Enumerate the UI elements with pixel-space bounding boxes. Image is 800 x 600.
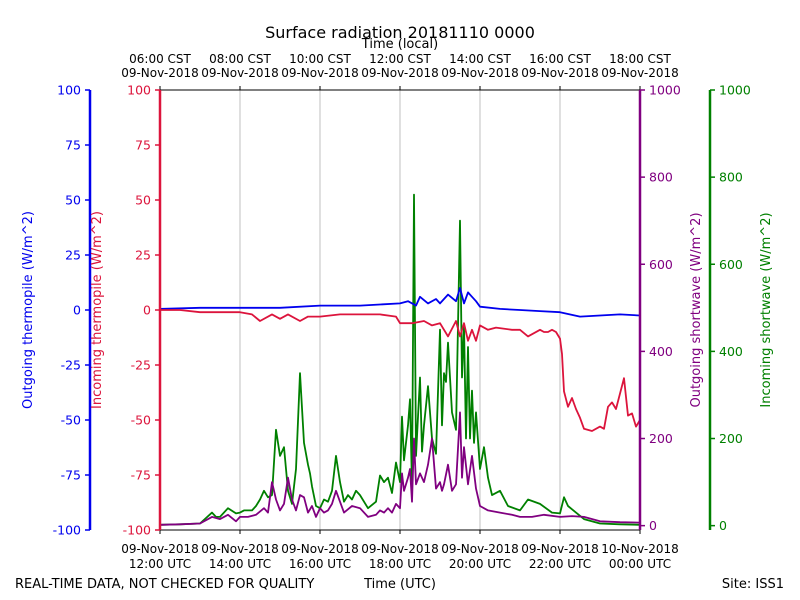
bottom-tick-date: 09-Nov-2018 (201, 542, 279, 556)
y-tick-label: 1000 (649, 83, 681, 98)
y-tick-label: 800 (719, 170, 743, 185)
top-tick-time: 12:00 CST (369, 52, 431, 66)
y-tick-label: 25 (135, 248, 151, 263)
y-tick-label: 0 (73, 303, 81, 318)
bottom-tick-time: 18:00 UTC (369, 557, 431, 571)
y-tick-label: 200 (719, 431, 743, 446)
top-tick-date: 09-Nov-2018 (201, 66, 279, 80)
y-tick-label: 400 (719, 344, 743, 359)
bottom-tick-date: 09-Nov-2018 (121, 542, 199, 556)
bottom-tick-time: 14:00 UTC (209, 557, 271, 571)
y-axis-out-sw: 0 200 400 600 800 1000 Outgoing shortwave (W/m… (638, 83, 704, 533)
y-tick-label: 1000 (719, 83, 751, 98)
top-tick-time: 18:00 CST (609, 52, 671, 66)
y-tick-label: 100 (127, 83, 151, 98)
y-axis-in-sw: 0 200 400 600 800 1000 Incoming shortwave (W/m… (708, 83, 774, 533)
bottom-tick-time: 20:00 UTC (449, 557, 511, 571)
y-axis-title: Incoming thermopile (W/m^2) (90, 211, 105, 409)
y-tick-label: 50 (135, 193, 151, 208)
top-tick-time: 16:00 CST (529, 52, 591, 66)
y-tick-label: 50 (65, 193, 81, 208)
y-axis-in-thermo: -100 -75 -50 -25 0 25 50 75 100 Incoming thermopi… (90, 83, 162, 538)
y-tick-label: -25 (61, 358, 81, 373)
y-tick-label: 600 (649, 257, 673, 272)
series-incoming-shortwave (159, 193, 641, 526)
top-tick-time: 14:00 CST (449, 52, 511, 66)
top-tick-date: 09-Nov-2018 (441, 66, 519, 80)
y-tick-label: 25 (65, 248, 81, 263)
top-tick-date: 09-Nov-2018 (601, 66, 679, 80)
series-outgoing-thermopile (159, 287, 641, 318)
bottom-tick-date: 10-Nov-2018 (601, 542, 679, 556)
y-tick-label: -50 (131, 413, 151, 428)
bottom-tick-date: 09-Nov-2018 (361, 542, 439, 556)
y-tick-label: 0 (143, 303, 151, 318)
top-axis-label: Time (local) (361, 37, 438, 52)
y-tick-label: 200 (649, 431, 673, 446)
y-tick-label: 600 (719, 257, 743, 272)
bottom-tick-date: 09-Nov-2018 (521, 542, 599, 556)
y-tick-label: 800 (649, 170, 673, 185)
bottom-tick-time: 22:00 UTC (529, 557, 591, 571)
y-tick-label: 75 (65, 138, 81, 153)
top-tick-date: 09-Nov-2018 (361, 66, 439, 80)
bottom-tick-time: 00:00 UTC (609, 557, 671, 571)
series-outgoing-shortwave (159, 411, 641, 526)
y-tick-label: 100 (57, 83, 81, 98)
top-tick-time: 10:00 CST (289, 52, 351, 66)
y-tick-label: -75 (131, 468, 151, 483)
top-tick-time: 08:00 CST (209, 52, 271, 66)
y-tick-label: 0 (649, 518, 657, 533)
bottom-tick-date: 09-Nov-2018 (281, 542, 359, 556)
bottom-tick-time: 12:00 UTC (129, 557, 191, 571)
y-tick-label: 75 (135, 138, 151, 153)
y-axis-title: Outgoing thermopile (W/m^2) (21, 211, 36, 409)
bottom-tick-date: 09-Nov-2018 (441, 542, 519, 556)
bottom-axis-label: Time (UTC) (363, 577, 436, 592)
y-axes: -100 -75 -50 -25 0 25 50 75 100 Outgoing thermopi… (21, 83, 774, 538)
series-incoming-thermopile (160, 309, 641, 432)
site-label: Site: ISS1 (722, 577, 784, 592)
top-tick-date: 09-Nov-2018 (521, 66, 599, 80)
y-tick-label: -50 (61, 413, 81, 428)
y-tick-label: 0 (719, 518, 727, 533)
y-axis-out-thermo: -100 -75 -50 -25 0 25 50 75 100 Outgoing thermopi… (21, 83, 92, 538)
y-tick-label: -100 (53, 523, 81, 538)
quality-disclaimer: REAL-TIME DATA, NOT CHECKED FOR QUALITY (15, 577, 314, 592)
chart-title: Surface radiation 20181110 0000 (265, 23, 535, 42)
y-axis-title: Incoming shortwave (W/m^2) (759, 212, 774, 407)
top-tick-date: 09-Nov-2018 (121, 66, 199, 80)
y-tick-label: -100 (123, 523, 151, 538)
top-tick-date: 09-Nov-2018 (281, 66, 359, 80)
bottom-tick-time: 16:00 UTC (289, 557, 351, 571)
y-tick-label: -75 (61, 468, 81, 483)
series-layer (159, 193, 641, 526)
y-tick-label: -25 (131, 358, 151, 373)
y-axis-title: Outgoing shortwave (W/m^2) (689, 212, 704, 407)
top-tick-time: 06:00 CST (129, 52, 191, 66)
y-tick-label: 400 (649, 344, 673, 359)
